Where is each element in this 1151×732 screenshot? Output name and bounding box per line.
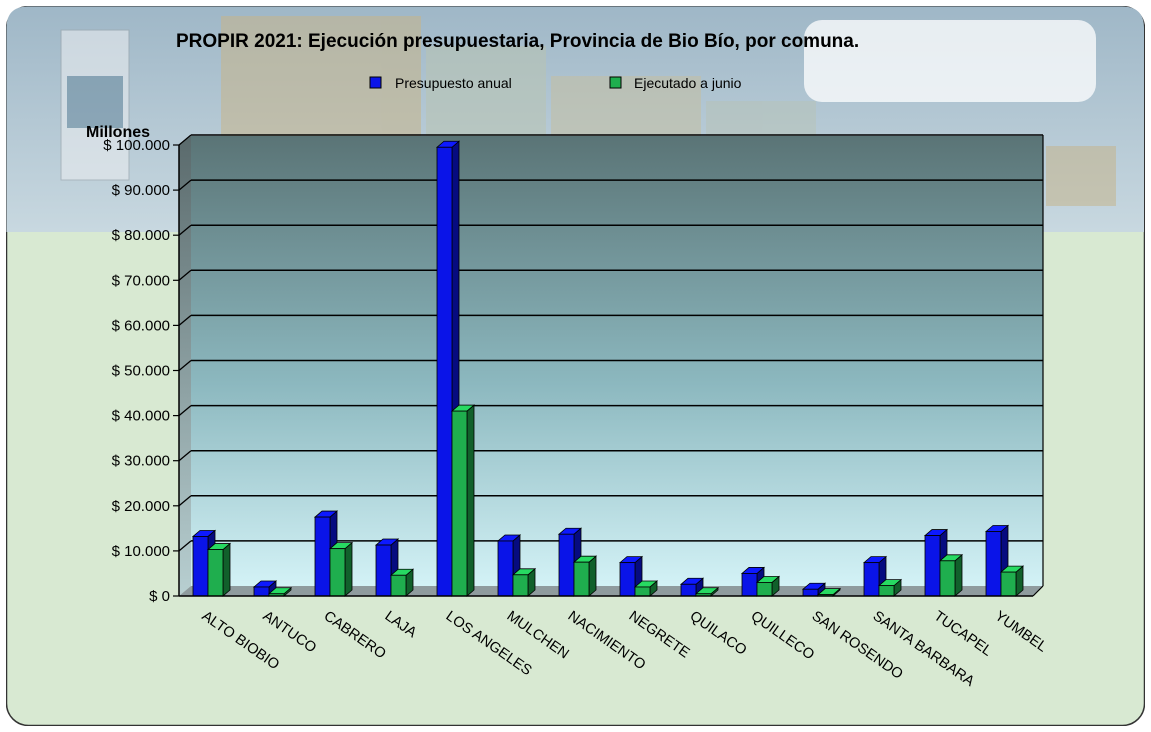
bar-ejecutado: [389, 568, 415, 597]
y-tick-label: $ 70.000: [112, 272, 170, 289]
plot-floor: [179, 586, 1043, 596]
y-tick-label: $ 40.000: [112, 408, 170, 425]
bar-ejecutado: [511, 567, 537, 597]
bar-ejecutado: [694, 586, 720, 597]
y-axis-ticks: $ 0 $ 10.000 $ 20.000 $ 30.000 $ 40.000 $ 50.…: [103, 137, 179, 605]
gridline-side: [178, 269, 192, 281]
y-tick-label: $ 90.000: [112, 182, 170, 199]
y-tick-label: $ 30.000: [112, 453, 170, 470]
chart-title: PROPIR 2021: Ejecución presupuestaria, P…: [176, 31, 859, 52]
bar-ejecutado: [450, 404, 476, 597]
gridline-side: [178, 405, 192, 417]
gridline-side: [178, 360, 192, 371]
watermark-badge: [804, 20, 1096, 102]
y-tick-label: $ 0: [149, 588, 170, 605]
gridline-side: [178, 540, 192, 552]
legend-swatch-presupuesto: [369, 76, 382, 89]
bar-ejecutado: [572, 555, 598, 597]
bar-ejecutado: [999, 565, 1025, 597]
floor-edge: [1032, 585, 1044, 597]
legend-label-presupuesto: Presupuesto anual: [395, 75, 512, 91]
legend-label-ejecutado: Ejecutado a junio: [634, 75, 742, 91]
bar-ejecutado: [755, 575, 781, 597]
bar-ejecutado: [206, 542, 232, 597]
y-axis-label: Millones: [86, 124, 150, 141]
gridlines: [178, 134, 1044, 597]
y-tick-label: $ 20.000: [112, 498, 170, 515]
bar-ejecutado: [633, 580, 659, 597]
gridline-side: [178, 314, 192, 326]
gridline-side: [178, 179, 192, 191]
y-tick-label: $ 50.000: [112, 363, 170, 380]
gridline-side: [178, 450, 192, 462]
bar-ejecutado: [938, 553, 964, 597]
legend: Presupuesto anual Ejecutado a junio: [369, 75, 742, 91]
y-tick-label: $ 60.000: [112, 317, 170, 334]
bar-chart: $ 0 $ 10.000 $ 20.000 $ 30.000 $ 40.000 $ 50.…: [6, 6, 1145, 726]
logo: [60, 29, 130, 181]
bar-presupuesto: [679, 577, 705, 597]
legend-swatch-ejecutado: [609, 76, 622, 89]
bar-ejecutado: [328, 541, 354, 597]
bars: [191, 140, 1025, 597]
gridline-side: [178, 224, 192, 236]
y-tick-label: $ 100.000: [103, 137, 170, 154]
gridline-side: [178, 495, 192, 507]
gridline-side: [178, 134, 192, 146]
chart-frame: $ 0 $ 10.000 $ 20.000 $ 30.000 $ 40.000 $ 50.…: [6, 6, 1145, 726]
bar-ejecutado: [877, 578, 903, 597]
bar-presupuesto: [984, 524, 1010, 597]
y-tick-label: $ 80.000: [112, 227, 170, 244]
y-tick-label: $ 10.000: [112, 543, 170, 560]
